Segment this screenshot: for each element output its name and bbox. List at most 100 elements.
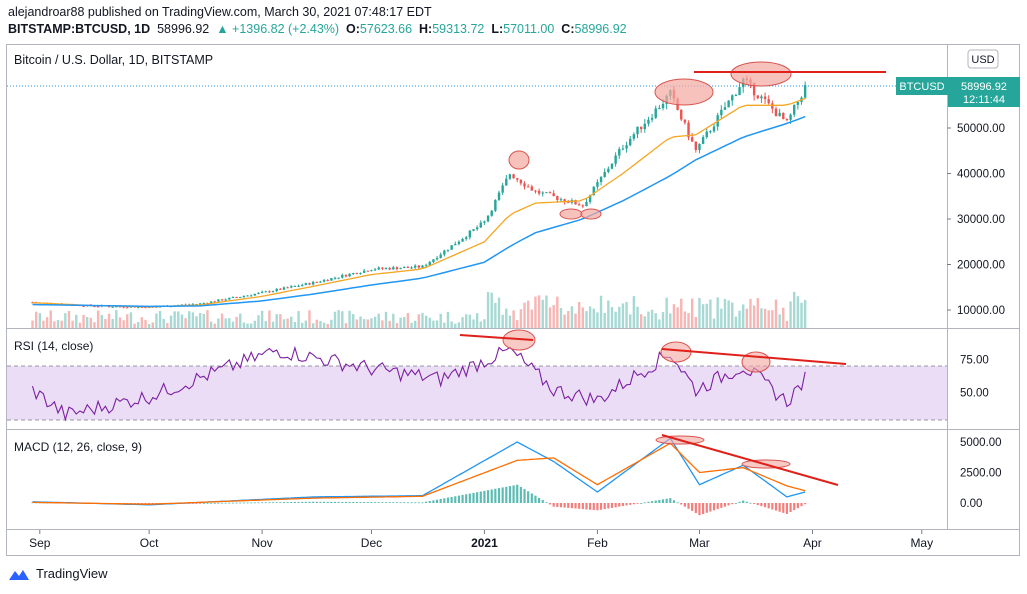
volume-bar: [552, 305, 555, 328]
candle-body: [228, 297, 231, 300]
candle-body: [581, 205, 585, 207]
volume-bar: [479, 321, 482, 328]
chart-area[interactable]: Bitcoin / U.S. Dollar, 1D, BITSTAMP USD …: [0, 44, 1027, 558]
volume-bar: [537, 295, 541, 328]
macd-histogram-bar: [723, 503, 727, 507]
volume-bar: [359, 316, 362, 328]
ohlc-line: BITSTAMP:BTCUSD, 1D 58996.92 ▲ +1396.82 …: [8, 21, 627, 38]
candle-body: [348, 273, 351, 277]
volume-bar: [472, 319, 475, 328]
time-axis: Sep Oct Nov Dec 2021 Feb Mar Apr May: [29, 530, 933, 550]
volume-bar: [548, 307, 552, 328]
macd-histogram-bar: [330, 501, 333, 503]
volume-bar: [362, 319, 366, 328]
highlight-ellipse: [508, 150, 530, 170]
macd-histogram-bar: [596, 503, 599, 511]
volume-bar: [705, 303, 708, 328]
macd-histogram-bar: [643, 502, 646, 504]
macd-histogram-bar: [450, 496, 453, 503]
currency-button[interactable]: [967, 49, 999, 69]
candle-body: [435, 258, 439, 260]
macd-histogram-bar: [527, 491, 530, 503]
candle-body: [658, 108, 661, 110]
price-pane[interactable]: Bitcoin / U.S. Dollar, 1D, BITSTAMP USD …: [7, 49, 1020, 328]
volume-bar: [607, 300, 610, 328]
macd-histogram-bar: [257, 502, 260, 504]
candle-body: [126, 307, 129, 309]
volume-bar: [191, 312, 195, 328]
volume-bar: [122, 320, 125, 328]
macd-histogram-bar: [680, 503, 683, 505]
volume-bar: [421, 312, 424, 328]
volume-bar: [563, 314, 566, 328]
candle-body: [268, 291, 271, 293]
volume-bar: [505, 308, 508, 328]
volume-bar: [639, 314, 643, 328]
macd-histogram-bar: [199, 503, 202, 504]
volume-bar: [556, 296, 559, 328]
macd-histogram-bar: [785, 503, 789, 514]
volume-bar: [428, 317, 431, 328]
macd-histogram-bar: [224, 502, 227, 504]
volume-bar: [756, 298, 759, 328]
candle-body: [752, 82, 756, 96]
rsi-pane[interactable]: RSI (14, close) 75.00 50.00: [7, 329, 989, 422]
macd-histogram-bar: [763, 503, 767, 508]
volume-bar: [417, 314, 421, 328]
volume-bar: [443, 322, 446, 328]
candle-body: [767, 99, 770, 104]
macd-histogram-bar: [253, 502, 256, 504]
volume-bar: [782, 307, 785, 328]
volume-bar: [290, 316, 293, 328]
macd-histogram-bar: [271, 502, 275, 504]
volume-bar: [752, 305, 756, 328]
candle-body: [541, 192, 544, 194]
candle-body: [479, 222, 482, 228]
macd-histogram-bar: [261, 502, 264, 504]
volume-bar: [734, 316, 738, 328]
candle-body: [599, 177, 603, 183]
macd-histogram-bar: [585, 503, 588, 510]
candle-body: [468, 230, 472, 238]
volume-bar: [129, 312, 133, 328]
candle-body: [516, 178, 519, 180]
candle-body: [286, 287, 289, 289]
tradingview-logo-icon: [9, 569, 29, 580]
volume-bar: [494, 302, 497, 328]
candle-body: [403, 266, 406, 269]
price-pane-title: Bitcoin / U.S. Dollar, 1D, BITSTAMP: [14, 53, 213, 67]
volume-bar: [610, 307, 614, 328]
candle-body: [140, 306, 144, 308]
macd-histogram-bar: [789, 503, 792, 513]
open-label: O:: [346, 22, 360, 36]
volume-bar: [526, 300, 530, 328]
macd-histogram-bar: [359, 502, 362, 503]
macd-histogram-bar: [570, 503, 574, 509]
volume-bar: [268, 310, 271, 328]
macd-pane[interactable]: MACD (12, 26, close, 9) 5000.00 2500.00 0.…: [14, 434, 1002, 516]
candle-body: [370, 270, 373, 272]
candle-body: [413, 265, 417, 268]
volume-bar: [155, 313, 158, 328]
candle-body: [734, 95, 738, 97]
macd-histogram-bar: [239, 502, 242, 504]
chart-svg[interactable]: Bitcoin / U.S. Dollar, 1D, BITSTAMP USD …: [0, 44, 1027, 558]
macd-histogram-bar: [592, 503, 595, 511]
volume-bar: [34, 311, 38, 328]
volume-bar: [716, 297, 719, 328]
macd-histogram-bar: [625, 503, 628, 506]
volume-bar: [315, 319, 318, 328]
macd-histogram-bar: [275, 502, 278, 503]
volume-bar: [282, 319, 286, 328]
candle-body: [475, 227, 479, 230]
macd-histogram-bar: [691, 503, 694, 511]
volume-bar: [690, 298, 694, 328]
candle-body: [548, 192, 552, 194]
macd-histogram-bar: [669, 498, 672, 503]
candle-body: [738, 87, 741, 96]
macd-histogram-bar: [337, 501, 340, 503]
volume-bar: [304, 320, 308, 328]
volume-bar: [647, 311, 650, 328]
volume-bar: [603, 312, 606, 328]
macd-histogram-bar: [151, 503, 154, 504]
